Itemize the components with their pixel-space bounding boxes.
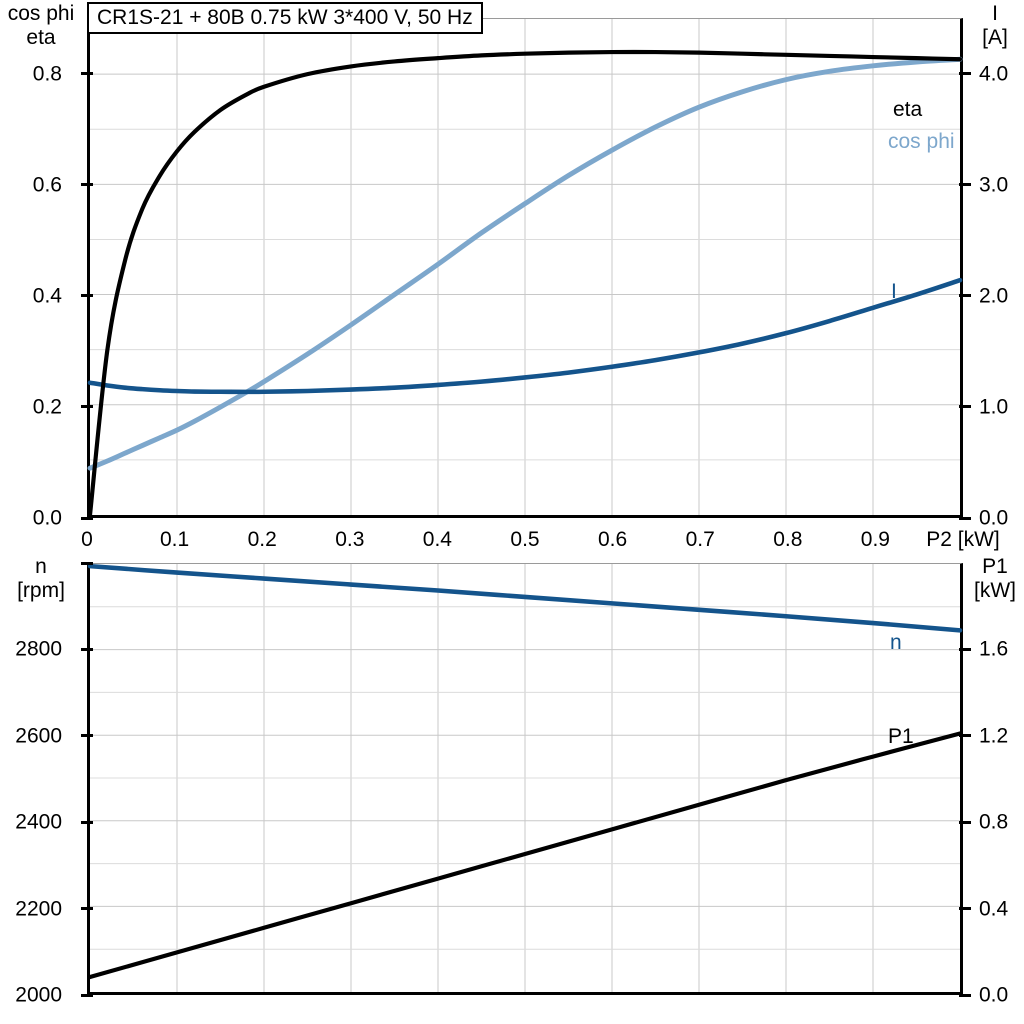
current-curve-label: I bbox=[891, 280, 897, 303]
top-right-tick-label: 0.0 bbox=[979, 506, 1009, 530]
bottom-left-tick-mark bbox=[81, 907, 93, 911]
top-x-tick-label: 0.4 bbox=[422, 528, 452, 551]
top-left-tick-label: 0.4 bbox=[32, 284, 62, 308]
cos-phi-curve bbox=[87, 56, 963, 471]
bottom-right-tick-label: 1.2 bbox=[979, 724, 1009, 748]
top-right-tick-label: 3.0 bbox=[979, 173, 1009, 197]
top-right-tick-label: 1.0 bbox=[979, 395, 1009, 419]
bottom-right-axis-caption: P1 [kW] bbox=[966, 555, 1024, 603]
top-right-axis-caption-line2: [A] bbox=[982, 26, 1008, 49]
cos-phi-curve-label: cos phi bbox=[888, 130, 955, 153]
bottom-right-tick-label: 1.6 bbox=[979, 637, 1009, 661]
top-x-axis-label: P2 [kW] bbox=[926, 528, 1000, 551]
bottom-left-tick-mark bbox=[81, 820, 93, 824]
top-right-tick-label: 2.0 bbox=[979, 284, 1009, 308]
top-right-tick-mark bbox=[959, 183, 971, 187]
top-right-axis-caption: I [A] bbox=[966, 2, 1024, 50]
top-x-tick-label: 0.5 bbox=[510, 528, 540, 551]
bottom-left-tick-mark bbox=[81, 647, 93, 651]
bottom-left-axis-caption-line1: n bbox=[35, 555, 47, 578]
top-x-tick-label: 0.1 bbox=[159, 528, 190, 551]
top-x-tick-label: 0 bbox=[81, 528, 93, 551]
speed-curve bbox=[87, 563, 963, 633]
bottom-left-tick-mark bbox=[81, 993, 93, 997]
bottom-curves bbox=[87, 563, 963, 980]
bottom-left-tick-mark bbox=[81, 561, 93, 565]
bottom-right-tick-mark bbox=[959, 820, 971, 824]
top-left-tick-label: 0.8 bbox=[32, 62, 62, 86]
top-left-tick-mark bbox=[81, 516, 93, 520]
top-left-tick-label: 0.2 bbox=[32, 395, 62, 419]
top-left-tick-mark bbox=[81, 72, 93, 76]
top-left-tick-mark bbox=[81, 294, 93, 298]
top-right-tick-mark bbox=[959, 405, 971, 409]
top-left-tick-mark bbox=[81, 183, 93, 187]
top-left-axis-caption-line2: eta bbox=[26, 26, 56, 49]
top-right-tick-mark bbox=[959, 72, 971, 76]
top-right-axis-caption-line1: I bbox=[992, 2, 998, 25]
bottom-left-tick-label: 2600 bbox=[15, 724, 62, 748]
top-right-tick-mark bbox=[959, 516, 971, 520]
bottom-right-axis-caption-line1: P1 bbox=[982, 555, 1008, 578]
eta-curve-label: eta bbox=[893, 98, 923, 121]
bottom-left-tick-mark bbox=[81, 734, 93, 738]
bottom-right-tick-mark bbox=[959, 993, 971, 997]
bottom-right-tick-mark bbox=[959, 647, 971, 651]
bottom-left-axis-caption: n [rpm] bbox=[0, 555, 82, 603]
top-chart: cos phi eta I [A] CR1S-21 + 80B 0.75 kW … bbox=[0, 2, 1024, 550]
top-curves bbox=[87, 49, 963, 518]
current-curve bbox=[87, 277, 963, 395]
top-left-axis-caption-line1: cos phi bbox=[7, 2, 75, 25]
top-plot-area bbox=[87, 18, 963, 518]
bottom-left-tick-label: 2000 bbox=[15, 983, 62, 1007]
bottom-right-tick-label: 0.8 bbox=[979, 810, 1009, 834]
top-left-tick-label: 0.6 bbox=[32, 173, 62, 197]
bottom-left-tick-label: 2400 bbox=[15, 810, 62, 834]
eta-curve bbox=[87, 49, 963, 518]
p1-curve-label: P1 bbox=[888, 725, 914, 748]
top-x-tick-label: 0.7 bbox=[685, 528, 715, 551]
top-right-tick-label: 4.0 bbox=[979, 62, 1009, 86]
speed-curve-label: n bbox=[890, 631, 902, 654]
bottom-plot-area bbox=[87, 563, 963, 995]
top-right-tick-mark bbox=[959, 294, 971, 298]
top-left-tick-label: 0.0 bbox=[32, 506, 62, 530]
top-left-tick-mark bbox=[81, 405, 93, 409]
chart-title-box: CR1S-21 + 80B 0.75 kW 3*400 V, 50 Hz bbox=[87, 2, 483, 34]
bottom-right-tick-label: 0.4 bbox=[979, 897, 1009, 921]
bottom-gridlines bbox=[90, 564, 960, 992]
chart-title-text: CR1S-21 + 80B 0.75 kW 3*400 V, 50 Hz bbox=[97, 6, 473, 29]
bottom-right-tick-mark bbox=[959, 734, 971, 738]
bottom-right-axis-caption-line2: [kW] bbox=[974, 579, 1016, 602]
top-x-tick-label: 0.9 bbox=[860, 528, 890, 551]
bottom-left-tick-label: 2800 bbox=[15, 637, 62, 661]
bottom-right-tick-mark bbox=[959, 907, 971, 911]
top-x-tick-label: 0.6 bbox=[597, 528, 628, 551]
bottom-chart: n [rpm] P1 [kW] 2000 2200 2400 2600 2800 0.0 0… bbox=[0, 545, 1024, 1024]
bottom-left-axis-caption-line2: [rpm] bbox=[17, 579, 65, 602]
p1-curve bbox=[87, 731, 963, 980]
bottom-left-tick-label: 2200 bbox=[15, 897, 62, 921]
bottom-right-tick-label: 0.0 bbox=[979, 983, 1009, 1007]
top-x-tick-label: 0.3 bbox=[335, 528, 365, 551]
top-x-tick-label: 0.8 bbox=[773, 528, 803, 551]
top-left-axis-caption: cos phi eta bbox=[0, 2, 82, 50]
top-x-tick-label: 0.2 bbox=[247, 528, 277, 551]
